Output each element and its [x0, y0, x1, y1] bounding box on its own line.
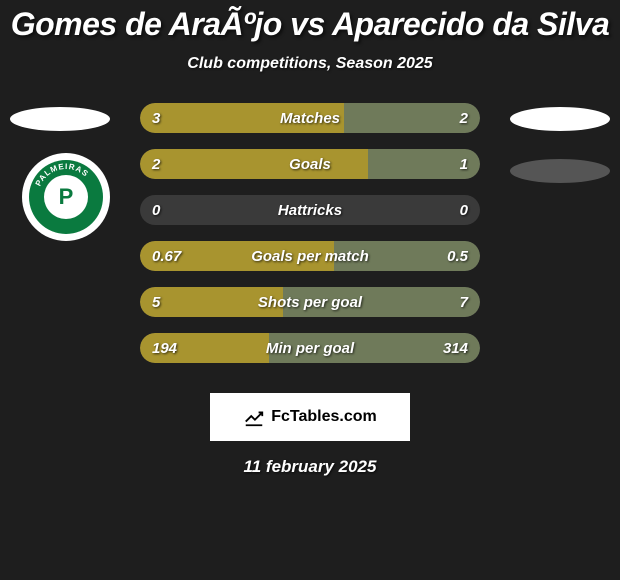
page-subtitle: Club competitions, Season 2025	[0, 55, 620, 73]
page-title: Gomes de AraÃºjo vs Aparecido da Silva	[0, 0, 620, 43]
badge-green-ring: PALMEIRAS P	[29, 160, 103, 234]
stat-value-left: 5	[152, 287, 160, 317]
stat-value-right: 1	[460, 149, 468, 179]
stat-label: Hattricks	[140, 195, 480, 225]
stat-bar-left	[140, 287, 283, 317]
stat-value-left: 2	[152, 149, 160, 179]
team-badge: PALMEIRAS P	[22, 153, 110, 241]
stat-bar-left	[140, 149, 368, 179]
comparison-arena: PALMEIRAS P 32Matches21Goals00Hattricks0…	[0, 103, 620, 383]
stat-bar-right	[283, 287, 480, 317]
chart-icon	[243, 406, 265, 428]
stat-row: 0 0Hattricks	[140, 195, 480, 225]
badge-team-text: PALMEIRAS	[34, 162, 91, 188]
badge-outer-ring: PALMEIRAS P	[22, 153, 110, 241]
stat-row: 57Shots per goal	[140, 287, 480, 317]
stat-bar-left	[140, 103, 344, 133]
infographic-root: Gomes de AraÃºjo vs Aparecido da Silva C…	[0, 0, 620, 580]
stat-bars: 32Matches21Goals00Hattricks0.670.5Goals …	[140, 103, 480, 379]
stat-value-right: 0	[460, 195, 468, 225]
player2-pill-icon	[510, 107, 610, 131]
date-text: 11 february 2025	[0, 457, 620, 477]
stat-value-right: 314	[443, 333, 468, 363]
player1-pill-icon	[10, 107, 110, 131]
stat-row: 194314Min per goal	[140, 333, 480, 363]
stat-value-left: 3	[152, 103, 160, 133]
stat-value-left: 0.67	[152, 241, 181, 271]
stat-row: 32Matches	[140, 103, 480, 133]
stat-value-right: 2	[460, 103, 468, 133]
brand-text: FcTables.com	[271, 408, 377, 426]
stat-value-right: 7	[460, 287, 468, 317]
stat-row: 0.670.5Goals per match	[140, 241, 480, 271]
stat-row: 21Goals	[140, 149, 480, 179]
brand-box: FcTables.com	[210, 393, 410, 441]
stat-value-left: 0	[152, 195, 160, 225]
player2-pill-dark-icon	[510, 159, 610, 183]
stat-value-right: 0.5	[447, 241, 468, 271]
stat-value-left: 194	[152, 333, 177, 363]
badge-ring-text-icon: PALMEIRAS	[29, 160, 103, 234]
svg-text:PALMEIRAS: PALMEIRAS	[34, 162, 91, 188]
